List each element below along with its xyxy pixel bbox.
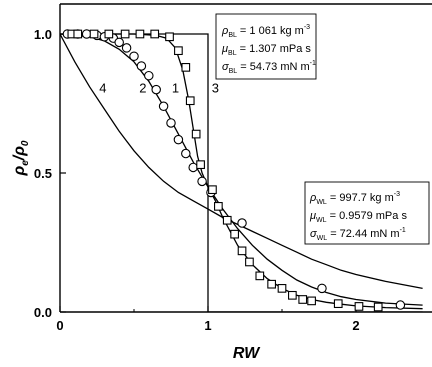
x-tick-label: 2 xyxy=(352,318,359,333)
annotation-wl-row-2: μWL = 0.9579 mPa s xyxy=(309,210,407,224)
curve-label: 4 xyxy=(99,80,106,95)
x-axis-title: RW xyxy=(233,345,261,362)
square-marker xyxy=(230,229,239,239)
curve-label: 2 xyxy=(139,80,146,95)
square-marker xyxy=(298,295,308,304)
x-tick-label: 1 xyxy=(204,318,211,333)
circle-marker xyxy=(181,148,191,159)
curve-3 xyxy=(60,33,423,312)
square-marker xyxy=(255,271,265,281)
square-marker xyxy=(73,29,83,39)
annotation-bl-row-3: σBL = 54.73 mN m-1 xyxy=(222,60,316,75)
circle-marker xyxy=(317,283,327,294)
annotation-bl-row-2: μBL = 1.307 mPa s xyxy=(221,43,311,57)
square-marker xyxy=(373,302,383,312)
annotation-box-wl: ρWL = 997.7 kg m-3 μWL = 0.9579 mPa s σW… xyxy=(304,181,430,245)
square-marker xyxy=(333,299,343,309)
square-marker xyxy=(288,290,297,300)
circle-marker xyxy=(129,51,139,61)
square-marker xyxy=(104,29,114,39)
curve-label: 3 xyxy=(212,80,219,95)
marker-group xyxy=(62,29,406,312)
square-marker xyxy=(214,202,223,211)
y-axis-title: ρe/ρ0 xyxy=(11,140,31,176)
annotation-bl-row-1: ρBL = 1 061 kg m-3 xyxy=(221,24,310,39)
x-tick-label: 0 xyxy=(56,318,63,333)
circle-marker xyxy=(81,29,92,39)
square-marker xyxy=(135,29,145,39)
curve-label-group: 4 2 1 3 xyxy=(99,80,219,95)
circle-marker xyxy=(121,43,132,53)
annotation-wl-row-3: σWL = 72.44 mN m-1 xyxy=(310,227,406,242)
circle-marker xyxy=(144,70,154,81)
square-marker xyxy=(120,29,130,39)
square-marker xyxy=(174,46,183,56)
circle-marker xyxy=(188,162,198,173)
square-marker xyxy=(165,32,174,42)
square-marker xyxy=(196,160,205,170)
circle-marker xyxy=(166,118,176,128)
y-tick-label: 0.0 xyxy=(34,305,52,320)
square-marker xyxy=(307,296,316,306)
y-tick-label: 0.5 xyxy=(34,166,52,181)
y-tick-label: 1.0 xyxy=(34,27,52,42)
square-marker xyxy=(89,29,99,39)
square-marker xyxy=(185,96,195,106)
circle-marker xyxy=(237,218,247,228)
square-marker xyxy=(222,215,232,225)
circle-marker xyxy=(197,176,207,187)
curve-4 xyxy=(60,33,423,290)
tick-group: 0 1 2 0.0 0.5 1.0 xyxy=(34,27,360,333)
circle-marker xyxy=(395,300,406,310)
square-marker xyxy=(245,257,254,267)
square-marker xyxy=(267,279,276,289)
square-marker xyxy=(208,185,217,195)
square-marker xyxy=(150,29,160,39)
square-marker xyxy=(277,284,287,293)
circle-marker xyxy=(136,61,147,71)
annotation-box-wl-frame xyxy=(304,181,430,245)
circle-marker xyxy=(173,134,184,145)
square-marker xyxy=(237,246,247,256)
annotation-wl-row-1: ρWL = 997.7 kg m-3 xyxy=(309,191,400,206)
square-marker xyxy=(181,63,191,72)
annotation-box-bl: ρBL = 1 061 kg m-3 μBL = 1.307 mPa s σBL… xyxy=(215,13,317,80)
curve-2 xyxy=(60,33,423,306)
circle-marker xyxy=(151,84,161,95)
annotation-box-bl-frame xyxy=(215,13,317,80)
square-marker xyxy=(354,302,364,311)
square-marker xyxy=(191,129,201,139)
circle-marker xyxy=(158,101,169,112)
curve-label: 1 xyxy=(172,80,179,95)
circle-marker xyxy=(114,37,124,48)
